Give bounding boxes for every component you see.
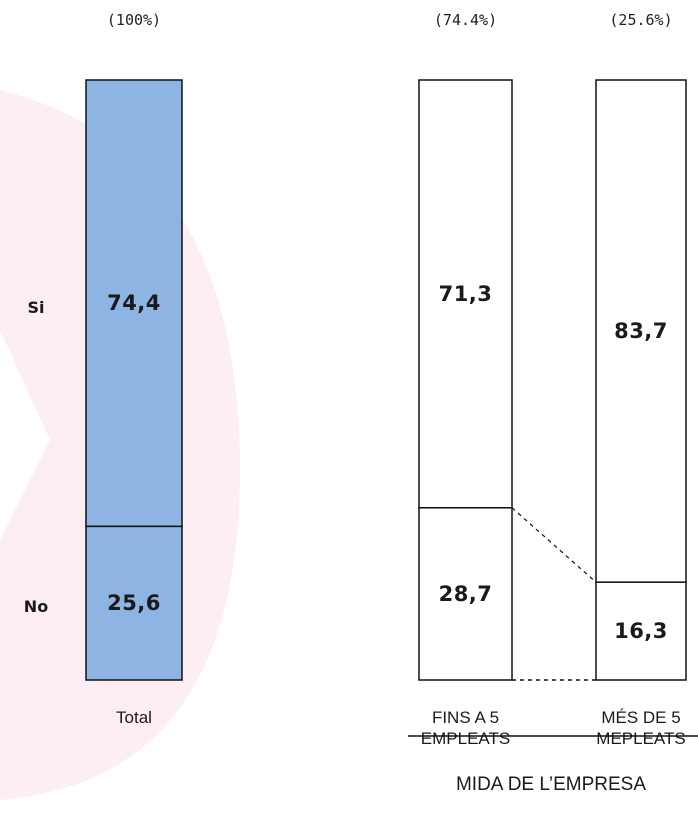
connector-lines: [511, 507, 597, 681]
value-label-small-no: 28,7: [439, 582, 493, 606]
category-label-small: EMPLEATS: [421, 729, 510, 748]
group-label: MIDA DE L’EMPRESA: [456, 774, 646, 795]
bars-layer: [85, 79, 687, 681]
category-label-large: MÉS DE 5: [601, 708, 680, 727]
connector-split: [511, 507, 597, 583]
labels-layer: 74,4 25,6 (100%) Total 71,3 28,7 (74.4%) FINS A…: [107, 11, 686, 748]
category-label-small: FINS A 5: [432, 708, 499, 727]
value-label-large-si: 83,7: [614, 319, 668, 343]
share-label-large: (25.6%): [609, 11, 672, 29]
value-label-total-si: 74,4: [107, 291, 161, 315]
share-label-small: (74.4%): [434, 11, 497, 29]
value-label-small-si: 71,3: [439, 282, 493, 306]
share-label-total: (100%): [107, 11, 161, 29]
value-label-large-no: 16,3: [614, 619, 668, 643]
bar-large-no: [595, 581, 687, 681]
row-label-no: No: [24, 597, 48, 616]
bar-large-si: [595, 79, 687, 583]
category-label-large: MEPLEATS: [596, 729, 685, 748]
bar-total-no: [85, 525, 183, 681]
category-label-total: Total: [116, 708, 152, 727]
bar-small-no: [418, 507, 513, 681]
bar-total-si: [85, 79, 183, 528]
bar-small-si: [418, 79, 513, 509]
row-label-si: Si: [27, 298, 44, 317]
watermark-notch: [0, 330, 50, 540]
value-label-total-no: 25,6: [107, 591, 161, 615]
